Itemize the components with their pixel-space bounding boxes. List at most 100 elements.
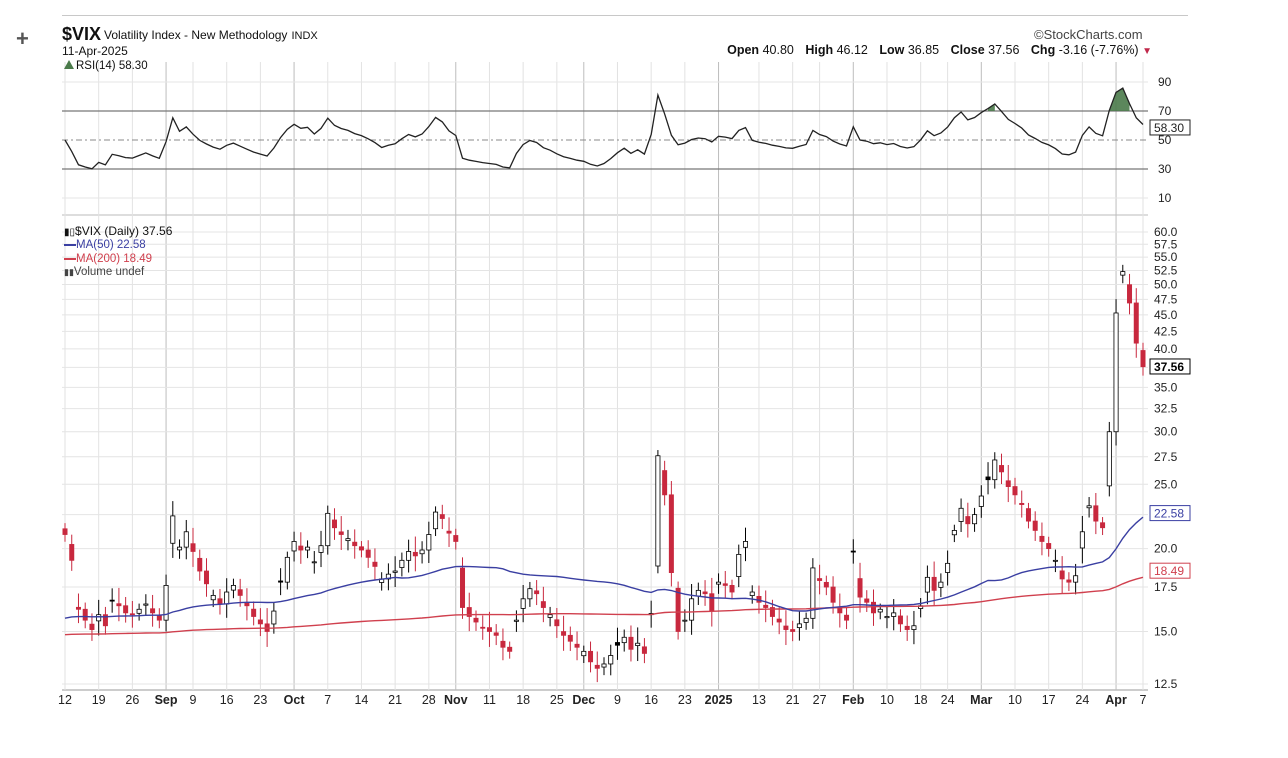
- candle-body: [69, 544, 75, 561]
- candle-body: [581, 650, 587, 657]
- candle-body: [904, 625, 910, 630]
- candle-body: [601, 663, 607, 668]
- price-tick-label: 47.5: [1154, 292, 1178, 306]
- stockcharts-logo[interactable]: ©StockCharts.com: [1034, 27, 1143, 42]
- x-tick-label: 18: [516, 693, 530, 707]
- candle-body: [547, 614, 553, 618]
- candle-body: [877, 608, 883, 613]
- x-tick-label: 9: [190, 693, 197, 707]
- candle-icon: ▮▯: [64, 227, 76, 238]
- close-label: Close: [950, 43, 985, 57]
- price-tick-label: 20.0: [1154, 542, 1178, 556]
- price-tick-label: 30.0: [1154, 425, 1178, 439]
- candle-body: [89, 623, 95, 630]
- candle-body: [621, 636, 627, 644]
- low-value: 36.85: [907, 43, 940, 57]
- vix-legend-text: $VIX (Daily) 37.56: [75, 224, 173, 238]
- x-tick-label: 13: [752, 693, 766, 707]
- exchange-label: INDX: [291, 30, 318, 42]
- top-divider: [62, 15, 1188, 16]
- candle-body: [1052, 559, 1058, 562]
- x-tick-label: 24: [941, 693, 955, 707]
- candle-body: [985, 476, 991, 481]
- ohlc-readout: Open 40.80 High 46.12 Low 36.85 Close 37…: [727, 43, 1152, 57]
- price-tick-label: 52.5: [1154, 263, 1178, 277]
- candle-body: [520, 598, 526, 609]
- candle-body: [1086, 505, 1092, 509]
- price-tick-label: 40.0: [1154, 342, 1178, 356]
- candle-body: [372, 561, 378, 567]
- candle-body: [116, 603, 122, 607]
- rsi-legend-text: RSI(14) 58.30: [76, 60, 148, 72]
- candle-body: [507, 646, 513, 652]
- candle-body: [722, 583, 728, 586]
- rsi-legend: RSI(14) 58.30: [64, 60, 148, 72]
- candle-body: [82, 608, 88, 621]
- candle-body: [702, 591, 708, 595]
- symbol-description: Volatility Index - New Methodology: [104, 28, 288, 42]
- candle-body: [1113, 312, 1119, 433]
- candle-body: [1140, 350, 1146, 368]
- low-label: Low: [879, 43, 905, 57]
- candle-body: [318, 545, 324, 553]
- candle-body: [668, 494, 674, 573]
- candle-body: [109, 599, 115, 602]
- x-tick-label: 23: [678, 693, 692, 707]
- ma50-value-tag-text: 22.58: [1154, 507, 1184, 521]
- last-price-tag-box: [1149, 358, 1191, 375]
- candle-body: [635, 642, 641, 646]
- candle-body: [500, 640, 506, 648]
- candle-body: [891, 612, 897, 617]
- candle-body: [399, 559, 405, 568]
- candle-body: [972, 514, 978, 525]
- price-tick-label: 45.0: [1154, 308, 1178, 322]
- candle-body: [170, 515, 176, 544]
- candle-body: [453, 535, 459, 542]
- candle-body: [486, 627, 492, 632]
- ma50-value-tag: 22.58: [1149, 505, 1191, 522]
- candle-body: [163, 585, 169, 621]
- volume-icon: ▮▮: [64, 267, 74, 277]
- candle-body: [1120, 271, 1126, 276]
- candle-body: [675, 587, 681, 632]
- x-tick-label: 12: [58, 693, 72, 707]
- candle-body: [237, 589, 243, 596]
- candle-body: [857, 578, 863, 598]
- x-tick-label: Sep: [155, 693, 178, 707]
- candle-body: [210, 594, 216, 601]
- candle-body: [796, 623, 802, 629]
- candle-body: [197, 557, 203, 572]
- price-tick-label: 32.5: [1154, 402, 1178, 416]
- candle-body: [763, 604, 769, 608]
- candle-body: [183, 531, 189, 548]
- x-tick-label: Oct: [284, 693, 306, 707]
- volume-legend-text: Volume undef: [73, 266, 145, 278]
- chg-value: -3.16 (-7.76%): [1058, 43, 1139, 57]
- x-tick-label: 16: [644, 693, 658, 707]
- candle-body: [965, 516, 971, 525]
- x-tick-label: 10: [880, 693, 894, 707]
- candle-body: [803, 617, 809, 623]
- price-tick-label: 12.5: [1154, 677, 1178, 691]
- rsi-tick-label: 50: [1158, 133, 1172, 147]
- candle-body: [655, 455, 661, 567]
- candle-body: [1012, 486, 1018, 496]
- candle-body: [433, 511, 439, 530]
- last-price-tag-text: 37.56: [1154, 360, 1184, 374]
- candle-body: [412, 551, 418, 557]
- candle-body: [136, 608, 142, 614]
- candle-body: [938, 581, 944, 588]
- ma50-legend: MA(50) 22.58: [64, 239, 146, 251]
- rsi-tick-label: 90: [1158, 75, 1172, 89]
- ma50-line-icon: [64, 243, 76, 246]
- candle-body: [992, 459, 998, 481]
- add-chart-button[interactable]: +: [16, 26, 29, 51]
- candle-body: [331, 519, 337, 529]
- rsi-line: [64, 87, 1144, 170]
- candle-body: [540, 601, 546, 608]
- candle-body: [945, 562, 951, 573]
- x-tick-label: 27: [813, 693, 827, 707]
- candle-body: [830, 586, 836, 603]
- rsi-value-tag: 58.30: [1149, 119, 1191, 136]
